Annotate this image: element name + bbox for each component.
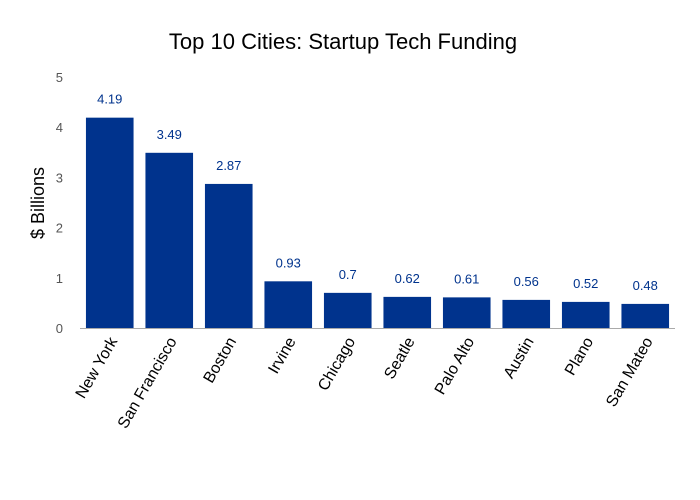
x-tick-label: Boston	[201, 335, 241, 387]
bar-value-label: 0.7	[339, 267, 357, 282]
bar	[145, 152, 194, 328]
bar-value-label: 0.62	[395, 271, 420, 286]
bar	[442, 297, 491, 328]
x-tick-label: New York	[73, 334, 122, 402]
y-axis-ticks: 0 1 2 3 4 5	[56, 70, 63, 336]
x-tick-label: San Francisco	[115, 334, 181, 431]
bars-group	[85, 117, 670, 328]
x-tick-label: Irvine	[265, 334, 299, 376]
bar-value-label: 0.61	[454, 271, 479, 286]
bar	[621, 303, 670, 328]
bar-value-label: 0.56	[514, 274, 539, 289]
bar-value-label: 3.49	[157, 127, 182, 142]
bar-value-label: 2.87	[216, 158, 241, 173]
value-labels-group: 4.19 3.49 2.87 0.93 0.7 0.62 0.61 0.56 0.52 0.48	[97, 92, 658, 293]
bar	[204, 183, 253, 328]
x-tick-label: Seatle	[381, 334, 418, 382]
bar	[383, 296, 432, 328]
x-tick-label: Chicago	[315, 334, 359, 393]
x-tick-label: Plano	[562, 334, 597, 378]
bar	[502, 299, 551, 328]
bar-value-label: 0.93	[276, 255, 301, 270]
bar	[85, 117, 134, 328]
y-tick-label: 4	[56, 120, 63, 135]
x-tick-label: San Mateo	[603, 334, 656, 410]
y-tick-label: 3	[56, 170, 63, 185]
bar-value-label: 4.19	[97, 92, 122, 107]
bar-value-label: 0.52	[573, 276, 598, 291]
bar-value-label: 0.48	[633, 278, 658, 293]
y-tick-label: 0	[56, 321, 63, 336]
y-axis-label: $ Billions	[28, 167, 48, 239]
bar	[264, 281, 313, 328]
y-tick-label: 1	[56, 271, 63, 286]
chart-title: Top 10 Cities: Startup Tech Funding	[169, 29, 517, 54]
x-tick-label: Austin	[501, 335, 538, 382]
y-tick-label: 2	[56, 221, 63, 236]
bar	[323, 292, 372, 328]
y-tick-label: 5	[56, 70, 63, 85]
x-tick-label: Palo Alto	[432, 334, 478, 397]
bar	[561, 301, 610, 328]
